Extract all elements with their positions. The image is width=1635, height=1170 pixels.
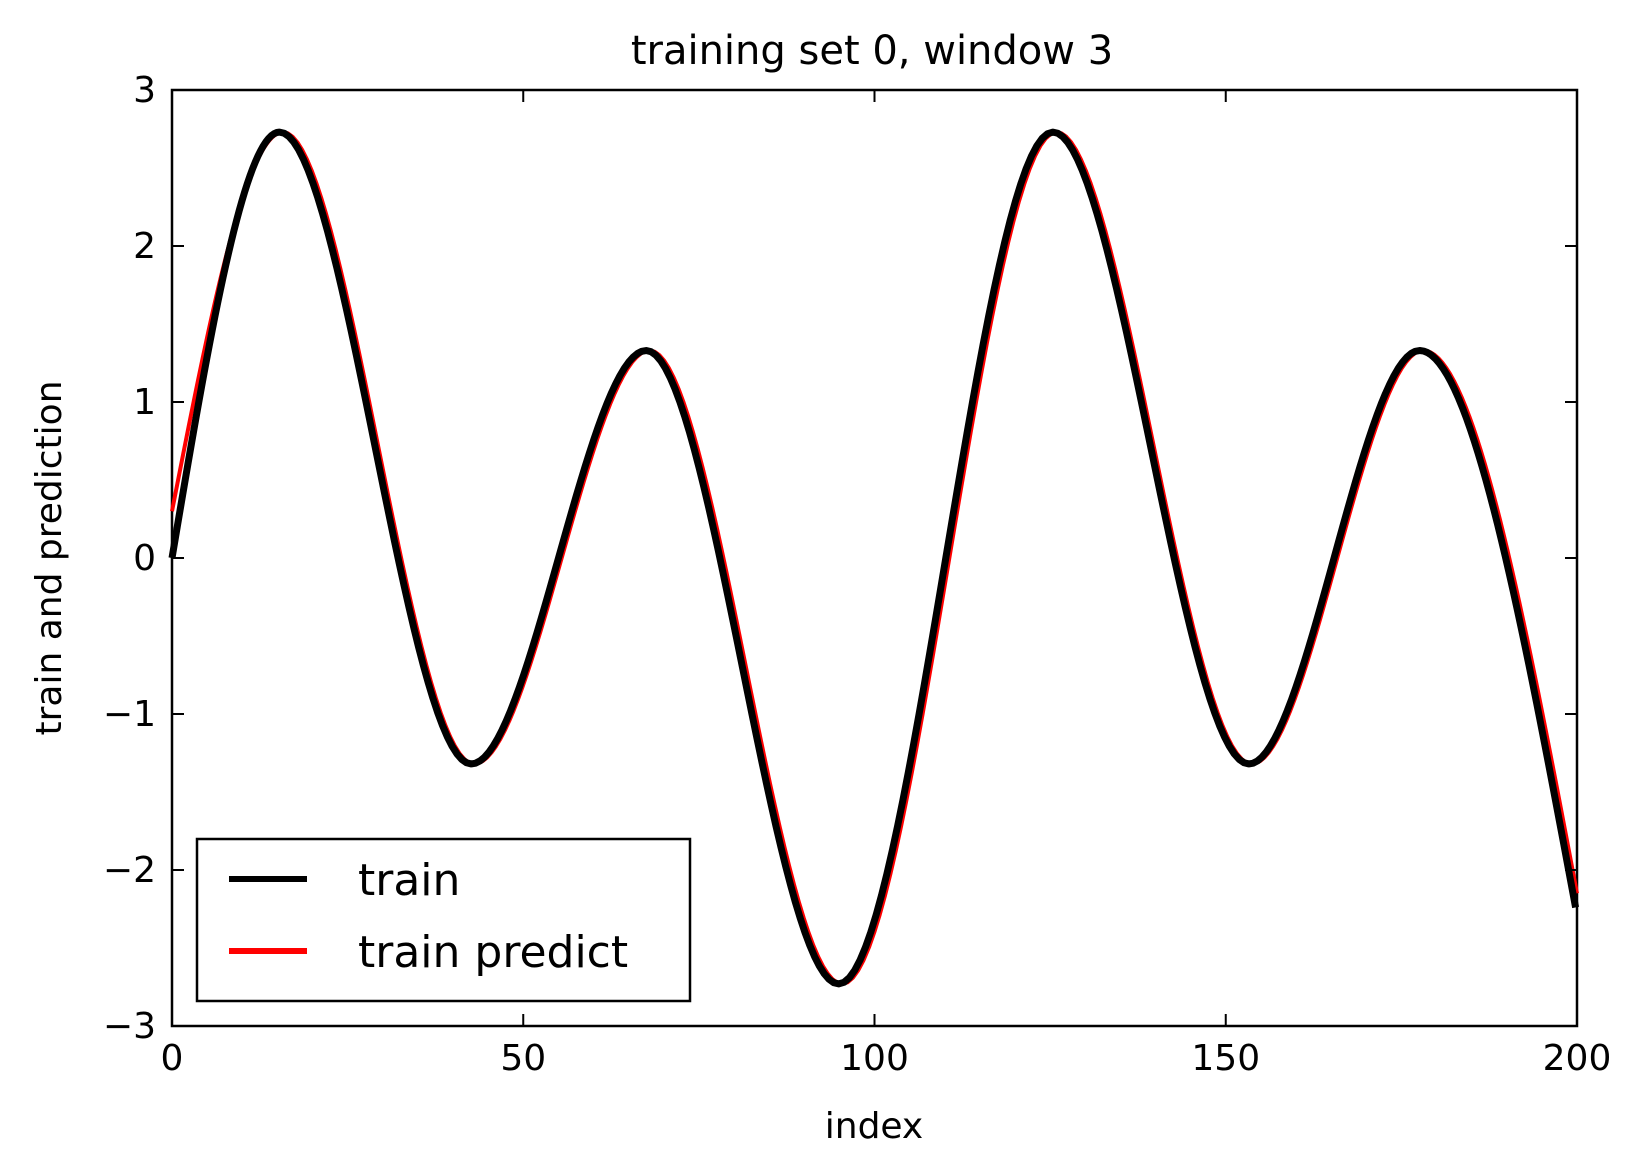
y-tick-label: 2 xyxy=(133,226,156,267)
y-axis-label: train and prediction xyxy=(29,380,70,735)
chart-title: training set 0, window 3 xyxy=(631,28,1113,74)
x-tick-label: 0 xyxy=(161,1038,184,1079)
y-tick-label: 1 xyxy=(133,382,156,423)
y-tick-label: −3 xyxy=(103,1006,156,1047)
legend-box xyxy=(195,837,692,1003)
ticks-group: 0 50 100 150 200 3 2 1 0 −1 −2 −3 xyxy=(103,70,1611,1079)
y-tick-label: −2 xyxy=(103,850,156,891)
y-tick-label: −1 xyxy=(103,694,156,735)
legend-label-train: train xyxy=(358,855,460,906)
x-tick-label: 50 xyxy=(500,1038,546,1079)
x-axis-label: index xyxy=(825,1106,924,1147)
y-tick-label: 3 xyxy=(133,70,156,111)
x-tick-label: 150 xyxy=(1191,1038,1260,1079)
legend-label-train-predict: train predict xyxy=(358,927,628,978)
x-tick-label: 200 xyxy=(1543,1038,1612,1079)
series-line-train xyxy=(168,128,1580,988)
x-tick-label: 100 xyxy=(840,1038,909,1079)
legend: train train predict xyxy=(195,837,692,1003)
y-tick-label: 0 xyxy=(133,538,156,579)
series-group xyxy=(168,128,1580,988)
